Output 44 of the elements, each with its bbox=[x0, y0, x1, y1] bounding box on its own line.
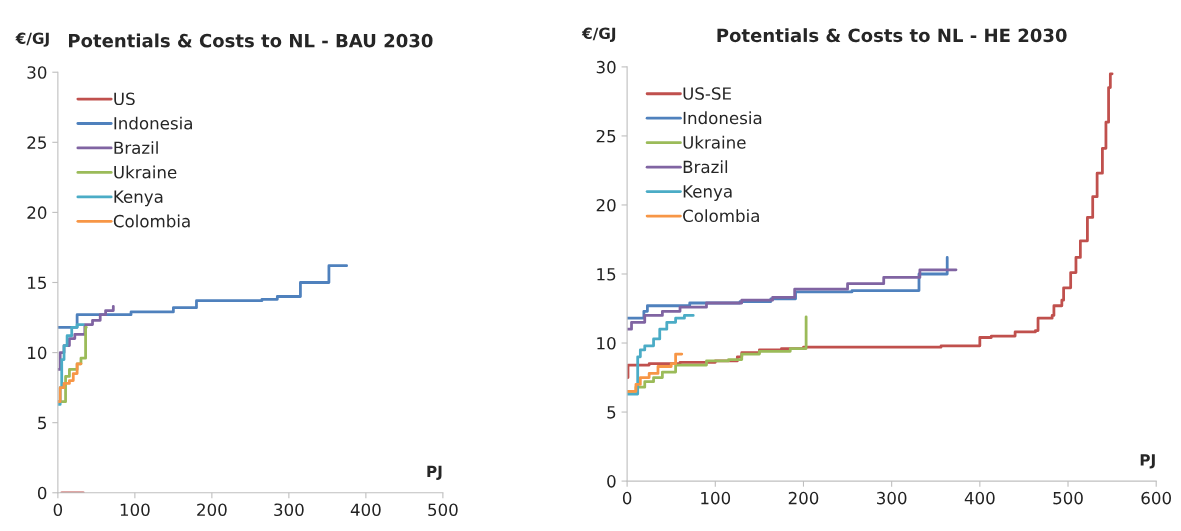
x-axis-title: PJ bbox=[1140, 454, 1155, 469]
x-tick-label: 500 bbox=[428, 503, 458, 517]
y-tick-label: 10 bbox=[597, 336, 616, 350]
x-tick-label: 400 bbox=[350, 503, 381, 517]
y-axis-title: €/GJ bbox=[581, 27, 616, 42]
legend-label: US-SE bbox=[683, 87, 731, 100]
y-axis-title: €/GJ bbox=[15, 32, 49, 47]
legend-label: Colombia bbox=[113, 214, 190, 228]
legend-label: Kenya bbox=[114, 190, 163, 207]
y-tick-label: 25 bbox=[27, 136, 46, 149]
x-tick-label: 200 bbox=[197, 503, 227, 517]
y-tick-label: 15 bbox=[597, 268, 616, 281]
legend-label: Ukraine bbox=[683, 135, 746, 149]
legend-label: US bbox=[114, 92, 135, 106]
y-tick-label: 15 bbox=[28, 276, 46, 290]
y-tick-label: 5 bbox=[607, 406, 616, 419]
chart-title: Potentials & Costs to NL - HE 2030 bbox=[717, 28, 1067, 43]
x-tick-label: 100 bbox=[701, 491, 731, 505]
legend-label: Kenya bbox=[683, 185, 732, 201]
x-tick-label: 0 bbox=[53, 503, 63, 517]
x-tick-label: 500 bbox=[1053, 491, 1083, 505]
y-tick-label: 20 bbox=[27, 206, 47, 219]
legend-label: Indonesia bbox=[683, 111, 762, 125]
legend-label: Brazil bbox=[683, 160, 728, 174]
y-tick-label: 10 bbox=[28, 346, 47, 360]
x-tick-label: 300 bbox=[274, 503, 304, 517]
legend-label: Ukraine bbox=[114, 165, 177, 179]
legend-label: Indonesia bbox=[114, 116, 192, 130]
y-tick-label: 20 bbox=[596, 198, 616, 212]
chart-title: Potentials & Costs to NL - BAU 2030 bbox=[69, 33, 433, 48]
x-tick-label: 600 bbox=[1141, 491, 1171, 505]
x-tick-label: 200 bbox=[788, 491, 819, 505]
y-tick-label: 5 bbox=[38, 416, 46, 430]
x-axis-title: PJ bbox=[427, 465, 442, 481]
y-tick-label: 30 bbox=[27, 66, 47, 79]
y-tick-label: 30 bbox=[596, 60, 616, 74]
legend-label: Colombia bbox=[683, 209, 759, 223]
y-tick-label: 25 bbox=[596, 129, 616, 143]
x-tick-label: 300 bbox=[877, 491, 907, 505]
x-tick-label: 400 bbox=[964, 491, 995, 505]
legend-label: Brazil bbox=[114, 141, 158, 155]
x-tick-label: 100 bbox=[120, 503, 150, 517]
x-tick-label: 0 bbox=[622, 491, 632, 505]
y-tick-label: 0 bbox=[607, 475, 616, 488]
